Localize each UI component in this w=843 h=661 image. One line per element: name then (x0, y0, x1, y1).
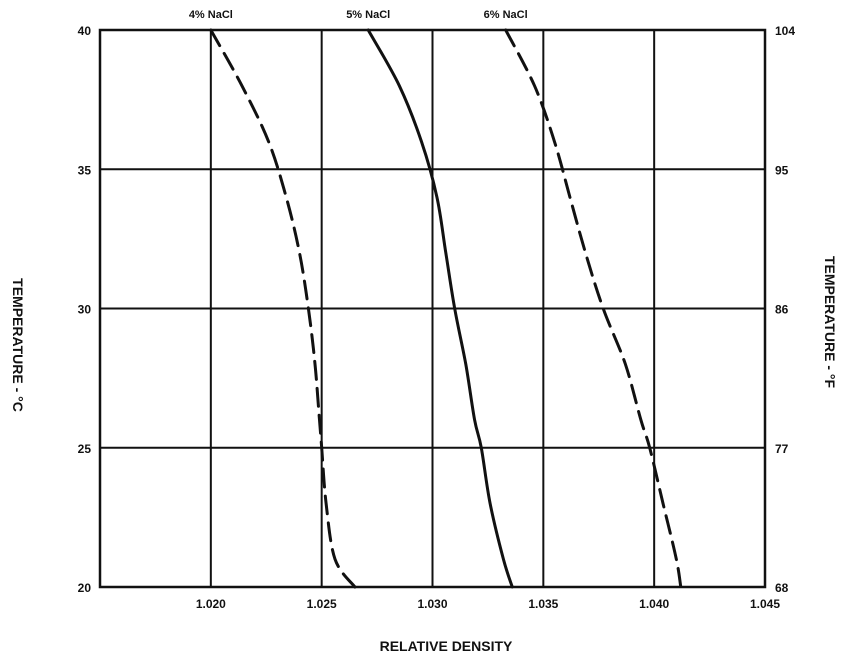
series-lines (209, 28, 683, 589)
left-y-tick-label: 30 (78, 303, 92, 317)
series-line (504, 28, 683, 589)
series-label: 4% NaCl (189, 9, 233, 21)
x-tick-label: 1.035 (528, 597, 558, 611)
x-tick-label: 1.040 (639, 597, 669, 611)
series-label: 5% NaCl (346, 9, 390, 21)
x-axis-ticks: 1.020 1.025 1.030 1.035 1.040 1.045 (196, 597, 781, 611)
right-y-tick-label: 77 (775, 442, 789, 456)
right-y-tick-label: 86 (775, 303, 789, 317)
plot-frame (98, 28, 767, 589)
left-y-tick-label: 25 (78, 442, 92, 456)
right-y-tick-label: 104 (775, 24, 795, 38)
left-y-tick-label: 35 (78, 163, 92, 177)
series-label: 6% NaCl (484, 9, 528, 21)
series-line (209, 28, 357, 589)
x-tick-label: 1.045 (750, 597, 780, 611)
left-y-axis-title: TEMPERATURE - °C (10, 278, 26, 412)
left-y-tick-label: 20 (78, 581, 92, 595)
x-tick-label: 1.030 (417, 597, 447, 611)
right-y-tick-label: 95 (775, 163, 789, 177)
series-labels: 4% NaCl 5% NaCl 6% NaCl (189, 9, 528, 21)
left-y-tick-label: 40 (78, 24, 92, 38)
right-y-axis-ticks: 68 77 86 95 104 (775, 24, 795, 595)
x-axis-title: RELATIVE DENSITY (380, 638, 513, 654)
left-y-axis-ticks: 20 25 30 35 40 (78, 24, 92, 595)
grid-lines (100, 30, 765, 587)
right-y-axis-title: TEMPERATURE - °F (822, 256, 838, 389)
series-line (366, 28, 514, 589)
x-tick-label: 1.020 (196, 597, 226, 611)
right-y-tick-label: 68 (775, 581, 789, 595)
x-tick-label: 1.025 (307, 597, 337, 611)
